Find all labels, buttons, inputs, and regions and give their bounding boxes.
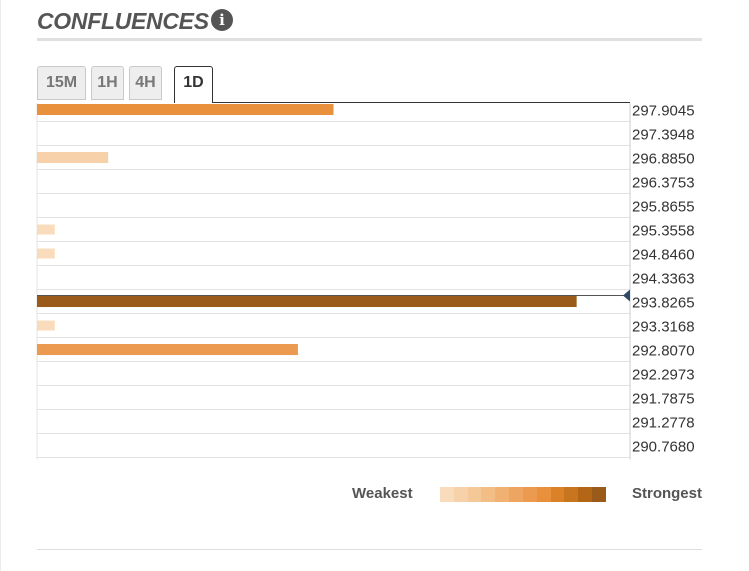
left-border — [0, 0, 1, 571]
header-divider — [37, 38, 702, 41]
legend-swatch — [481, 487, 496, 502]
price-tick-label: 294.8460 — [632, 247, 695, 264]
legend-swatch — [440, 487, 454, 502]
price-tick-label: 290.7680 — [632, 439, 695, 456]
legend-swatch — [536, 487, 551, 502]
tab-4h[interactable]: 4H — [129, 66, 162, 100]
price-tick-label: 297.3948 — [632, 127, 695, 144]
legend-weakest-label: Weakest — [352, 485, 413, 502]
legend-swatch — [453, 487, 468, 502]
bottom-divider — [37, 549, 702, 550]
price-tick-label: 291.2778 — [632, 415, 695, 432]
confluence-bar — [37, 248, 55, 259]
tab-1d[interactable]: 1D — [174, 66, 213, 103]
confluence-bar — [37, 320, 55, 331]
price-tick-label: 292.8070 — [632, 343, 695, 360]
tab-1h[interactable]: 1H — [91, 66, 124, 100]
confluence-bar — [37, 152, 109, 164]
confluence-bar — [37, 104, 334, 115]
price-tick-label: 293.8265 — [632, 295, 695, 312]
legend-color-scale — [440, 487, 606, 502]
legend-swatch — [592, 487, 606, 502]
legend-swatch — [550, 487, 565, 502]
tab-15m[interactable]: 15M — [37, 66, 86, 100]
confluence-bar — [37, 296, 577, 308]
strength-legend: Weakest Strongest — [352, 484, 702, 504]
price-tick-label: 295.3558 — [632, 223, 695, 240]
legend-swatch — [509, 487, 523, 502]
widget-title: CONFLUENCES — [37, 8, 209, 34]
confluence-bar — [37, 344, 298, 356]
legend-swatch — [467, 487, 482, 502]
confluence-chart: 297.9045 297.3948 296.8850 296.3753 295.8655… — [36, 103, 695, 460]
legend-swatch — [564, 487, 579, 502]
price-tick-label: 296.8850 — [632, 151, 695, 168]
confluence-bar — [37, 224, 55, 235]
current-price-marker — [623, 289, 630, 302]
chart-top-line — [212, 102, 630, 103]
price-tick-label: 295.8655 — [632, 199, 695, 216]
price-tick-label: 296.3753 — [632, 175, 695, 192]
legend-swatch — [495, 487, 510, 502]
price-tick-label: 292.2973 — [632, 367, 695, 384]
info-icon[interactable]: i — [211, 9, 233, 31]
legend-swatch — [522, 487, 537, 502]
widget-header: CONFLUENCES i — [37, 8, 702, 38]
legend-strongest-label: Strongest — [631, 485, 702, 502]
price-tick-label: 294.3363 — [632, 271, 695, 288]
price-tick-label: 293.3168 — [632, 319, 695, 336]
price-tick-label: 297.9045 — [632, 103, 695, 120]
price-tick-label: 291.7875 — [632, 391, 695, 408]
legend-swatch — [578, 487, 593, 502]
